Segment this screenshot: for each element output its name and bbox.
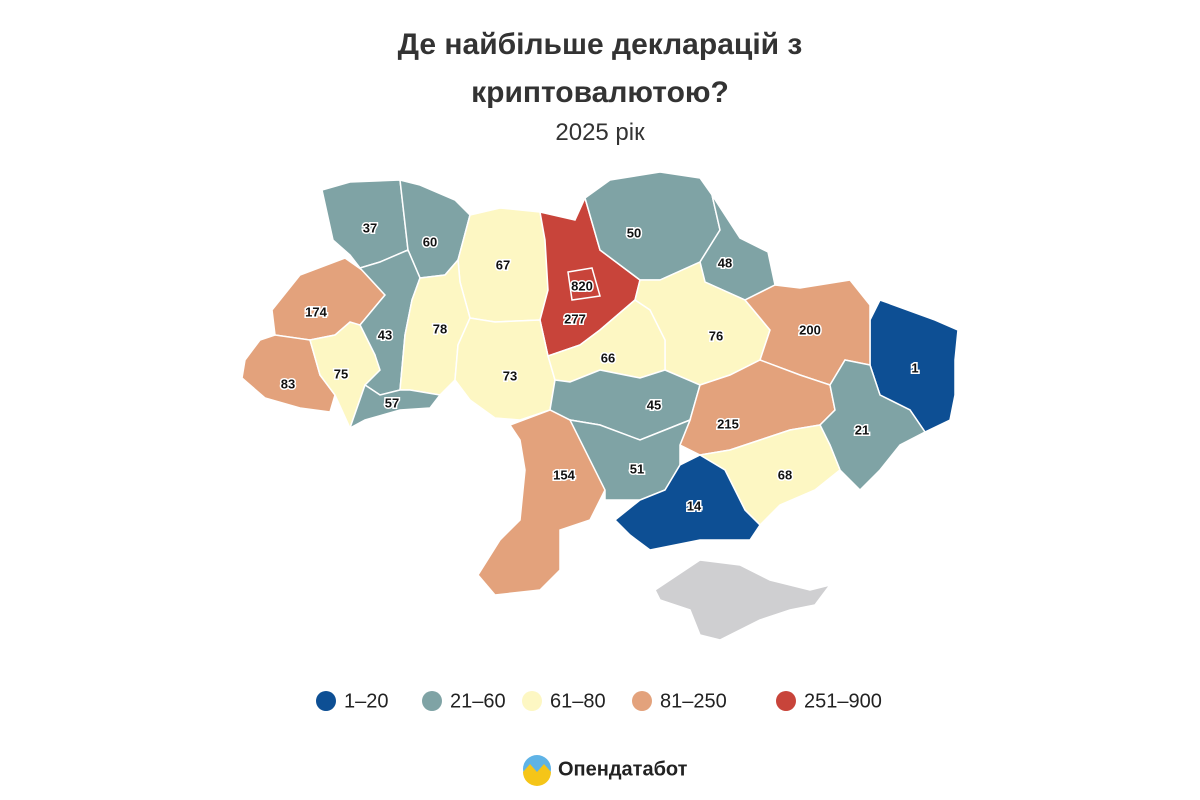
legend-swatch: [776, 691, 796, 711]
legend-swatch: [632, 691, 652, 711]
map: 37 60 67 277 50 48 174 43 78 76 1 200 83 75 57 73 66 45 21…: [241, 171, 959, 641]
region-value-label: 43: [378, 327, 392, 342]
region: [348, 383, 442, 430]
crimea: [654, 559, 832, 641]
region-value-label: 75: [334, 366, 348, 381]
legend-swatch: [422, 691, 442, 711]
region-value-label: 67: [496, 257, 510, 272]
region-value-label: 73: [503, 368, 517, 383]
region-value-label: 154: [553, 467, 575, 482]
legend-label: 21–60: [450, 690, 506, 712]
legend-label: 61–80: [550, 690, 606, 712]
subtitle: 2025 рік: [555, 119, 645, 146]
legend-swatch: [316, 691, 336, 711]
title-line: Де найбільше декларацій з криптовалютою?: [398, 28, 803, 109]
region-value-label: 48: [718, 255, 732, 270]
region-value-label: 21: [855, 422, 869, 437]
region-value-label: 200: [799, 322, 821, 337]
region-value-label: 78: [433, 321, 447, 336]
region: [309, 321, 381, 431]
legend-swatch: [522, 691, 542, 711]
brand-logo-part: [523, 764, 551, 786]
region-value-label: 51: [630, 461, 644, 476]
region-value-label: 76: [709, 328, 723, 343]
legend-label: 251–900: [804, 690, 882, 712]
region-value-label: 820: [571, 278, 593, 293]
region-value-label: 277: [564, 311, 586, 326]
legend-label: 81–250: [660, 690, 727, 712]
region-value-label: 174: [305, 304, 327, 319]
brand: Опендатабот: [523, 755, 688, 786]
legend: 1–20 21–60 61–80 81–250 251–900: [316, 690, 882, 712]
region-value-label: 60: [423, 234, 437, 249]
region: [567, 267, 601, 301]
legend-label: 1–20: [344, 690, 389, 712]
region-value-label: 37: [363, 220, 377, 235]
region-value-label: 57: [385, 395, 399, 410]
region-value-label: 1: [911, 360, 918, 375]
region-value-label: 215: [717, 416, 739, 431]
region: [613, 454, 761, 551]
region: [568, 418, 692, 501]
region-value-label: 68: [778, 467, 792, 482]
brand-name: Опендатабот: [558, 758, 688, 780]
region-value-label: 83: [281, 376, 295, 391]
region-value-label: 14: [687, 498, 702, 513]
region-value-label: 50: [627, 225, 641, 240]
region-value-label: 45: [647, 397, 661, 412]
region-value-label: 66: [601, 350, 615, 365]
